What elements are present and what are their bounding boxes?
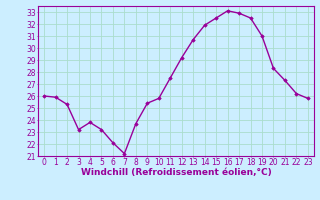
- X-axis label: Windchill (Refroidissement éolien,°C): Windchill (Refroidissement éolien,°C): [81, 168, 271, 177]
